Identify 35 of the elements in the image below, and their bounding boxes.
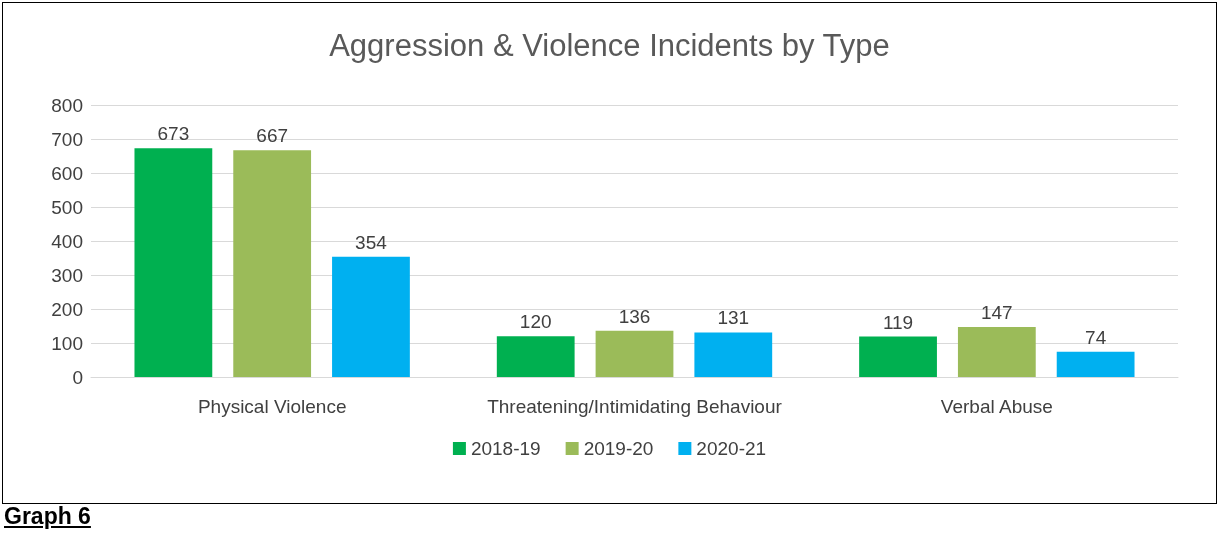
data-label: 673 bbox=[157, 123, 190, 145]
bar bbox=[595, 330, 674, 377]
y-tick-label: 800 bbox=[51, 94, 83, 116]
legend-label: 2018-19 bbox=[470, 438, 541, 459]
bar bbox=[332, 256, 410, 377]
data-label: 354 bbox=[355, 231, 388, 253]
bar bbox=[957, 327, 1036, 377]
bar bbox=[694, 332, 773, 377]
y-tick-label: 600 bbox=[51, 162, 83, 184]
y-tick-label: 0 bbox=[72, 366, 83, 388]
data-label: 74 bbox=[1085, 326, 1107, 348]
data-label: 667 bbox=[256, 125, 289, 147]
chart-title: Aggression & Violence Incidents by Type bbox=[329, 28, 890, 63]
bar bbox=[496, 336, 575, 377]
bar bbox=[1056, 351, 1135, 377]
y-tick-label: 100 bbox=[51, 332, 83, 354]
y-tick-label: 400 bbox=[51, 230, 83, 252]
bar bbox=[859, 336, 937, 377]
legend-label: 2019-20 bbox=[583, 438, 654, 459]
data-label: 147 bbox=[980, 302, 1013, 324]
data-label: 136 bbox=[618, 305, 651, 327]
bar bbox=[134, 148, 213, 377]
bar bbox=[233, 150, 312, 377]
legend-label: 2020-21 bbox=[696, 438, 767, 459]
data-label: 119 bbox=[882, 311, 914, 333]
x-tick-label: Verbal Abuse bbox=[940, 396, 1053, 417]
data-label: 120 bbox=[519, 311, 552, 333]
data-label: 131 bbox=[717, 307, 750, 329]
x-tick-label: Physical Violence bbox=[197, 396, 347, 417]
caption: Graph 6 bbox=[4, 503, 91, 530]
x-tick-label: Threatening/Intimidating Behaviour bbox=[487, 396, 783, 417]
y-tick-label: 500 bbox=[51, 196, 83, 218]
y-tick-label: 300 bbox=[51, 264, 83, 286]
y-tick-label: 700 bbox=[51, 128, 83, 150]
y-tick-label: 200 bbox=[51, 298, 83, 320]
